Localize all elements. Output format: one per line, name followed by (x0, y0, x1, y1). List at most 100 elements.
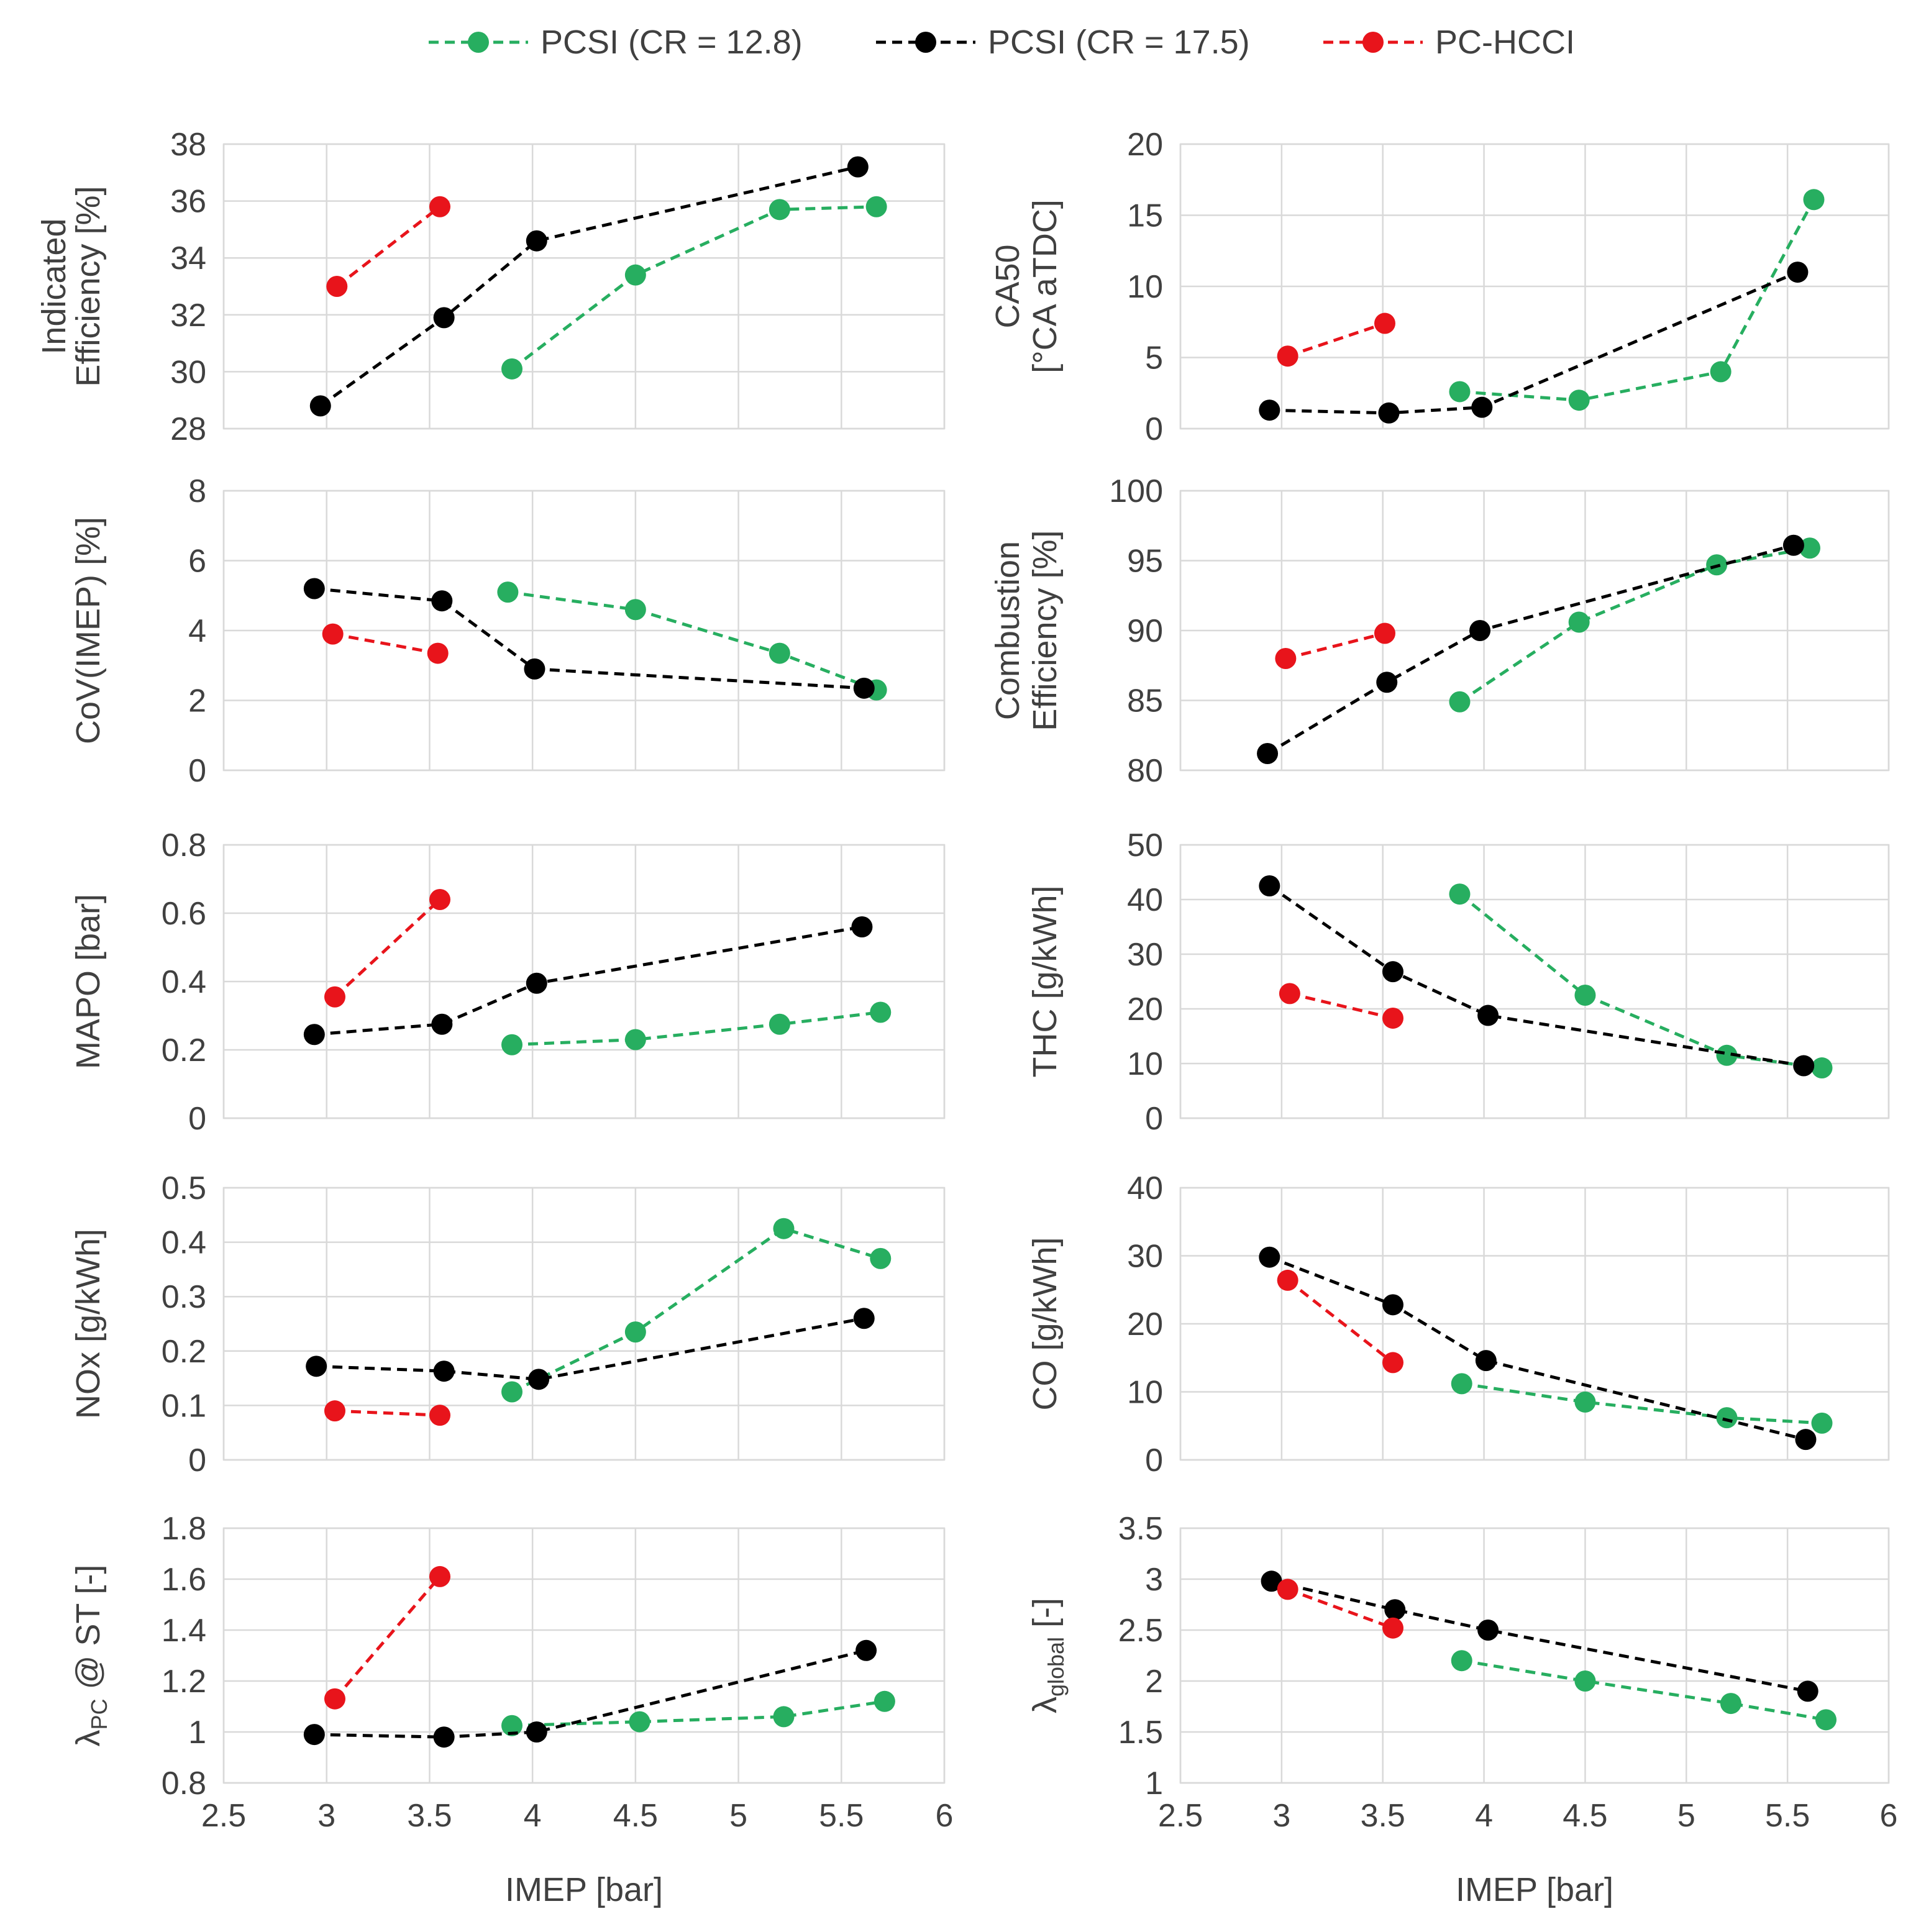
data-point (306, 1356, 327, 1377)
data-point (1451, 1373, 1472, 1395)
chart-panel-row2-left: 0 2 4 6 8 CoV(IMEP) [%] (70, 473, 946, 789)
data-point (1449, 883, 1471, 905)
y-tick-label: 3 (1145, 1562, 1163, 1598)
series-line (314, 1649, 867, 1739)
y-tick-label: 80 (1127, 753, 1163, 789)
data-point (847, 156, 869, 178)
x-tick-label: 4.5 (613, 1798, 658, 1834)
data-point (1275, 648, 1297, 669)
series-line (1461, 1659, 1827, 1721)
data-point (865, 196, 887, 217)
series-line (1271, 1579, 1809, 1693)
y-tick-label: 0 (188, 1442, 206, 1479)
y-tick-label: 85 (1127, 683, 1163, 719)
data-point (853, 1308, 875, 1329)
data-point (624, 1321, 646, 1343)
data-point (773, 1706, 795, 1728)
data-point (427, 642, 449, 664)
series-line (1459, 199, 1815, 402)
y-tick-label: 0.6 (162, 896, 206, 932)
series-line (1266, 544, 1794, 755)
data-point (1277, 1579, 1298, 1600)
series-line (316, 1316, 865, 1381)
data-point (526, 1721, 547, 1743)
series-pcsi-cr-12-8 (501, 196, 887, 380)
data-point (773, 1218, 795, 1239)
series-line (314, 587, 864, 690)
data-point (1574, 1670, 1596, 1692)
chart-panel-row3-right: 0 10 20 30 40 50 THC [g/kWh] (1026, 827, 1890, 1137)
data-point (1277, 345, 1298, 367)
data-point (1799, 537, 1820, 559)
y-axis-label: Efficiency [%] (70, 186, 107, 386)
x-axis-label: IMEP [bar] (505, 1871, 663, 1908)
series-line (1289, 991, 1394, 1020)
series-line (1268, 884, 1804, 1067)
data-point (1797, 1680, 1818, 1702)
data-point (870, 1001, 892, 1023)
series-pc-hcci (324, 889, 450, 1008)
y-axis-label: CA50 (989, 244, 1026, 328)
data-point (309, 395, 331, 417)
series-pcsi-cr-17-5 (306, 1308, 875, 1390)
gridlines (222, 844, 946, 1119)
data-point (1382, 1007, 1403, 1029)
y-tick-label: 10 (1127, 269, 1163, 305)
data-point (1811, 1057, 1833, 1079)
x-tick-label: 6 (1880, 1798, 1898, 1834)
data-point (1574, 1391, 1596, 1413)
y-tick-label: 50 (1127, 827, 1163, 863)
x-tick-label: 3.5 (1361, 1798, 1405, 1834)
series-line (511, 1700, 885, 1728)
series-pcsi-cr-17-5 (303, 916, 873, 1046)
data-point (1477, 1005, 1499, 1026)
data-point (1568, 390, 1590, 411)
gridlines (1179, 1527, 1890, 1784)
series-line (334, 1575, 441, 1700)
chart-panel-row3-left: 0 0.2 0.4 0.6 0.8 MAPO [bar] (70, 827, 946, 1137)
data-point (1259, 399, 1280, 421)
plot-area (222, 1187, 946, 1461)
data-point (1811, 1412, 1833, 1434)
x-tick-label: 5 (729, 1798, 747, 1834)
data-point (1451, 1650, 1472, 1672)
series-pcsi-cr-17-5 (309, 156, 869, 417)
series-pcsi-cr-12-8 (497, 581, 887, 701)
y-tick-label: 28 (170, 411, 206, 447)
data-point (1378, 402, 1400, 424)
y-tick-label: 0.8 (162, 827, 206, 863)
y-tick-label: 0.5 (162, 1170, 206, 1206)
data-point (1815, 1709, 1837, 1731)
x-tick-label: 6 (936, 1798, 954, 1834)
y-tick-label: 8 (188, 473, 206, 509)
x-axis-label: IMEP [bar] (1456, 1871, 1613, 1908)
series-pcsi-cr-12-8 (501, 1218, 892, 1403)
data-point (322, 623, 344, 645)
data-point (1374, 622, 1395, 644)
y-tick-label: 100 (1109, 473, 1163, 509)
y-tick-label: 2.5 (1118, 1613, 1163, 1649)
y-tick-label: 95 (1127, 544, 1163, 580)
y-tick-label: 20 (1127, 1306, 1163, 1342)
series-pc-hcci (1279, 983, 1403, 1029)
data-point (1710, 361, 1732, 383)
series-line (1287, 1588, 1394, 1630)
series-pcsi-cr-12-8 (1449, 883, 1833, 1079)
legend-label: PC-HCCI (1435, 24, 1575, 61)
y-tick-label: 0.2 (162, 1334, 206, 1370)
plot-area (1179, 490, 1890, 772)
gridlines (1179, 844, 1890, 1119)
data-point (1384, 1599, 1406, 1621)
x-tick-label: 4 (1475, 1798, 1493, 1834)
plot-area (222, 844, 946, 1119)
data-point (1374, 312, 1395, 334)
y-tick-label: 40 (1127, 1170, 1163, 1206)
y-tick-label: 3.5 (1118, 1511, 1163, 1547)
plot-area (222, 490, 946, 772)
data-point (853, 677, 875, 699)
data-point (431, 590, 453, 612)
data-point (874, 1690, 895, 1712)
series-pcsi-cr-12-8 (1451, 1373, 1833, 1434)
chart-panel-bottom-left: 0.8 1 1.2 1.4 1.6 1.8 2.5 3 3.5 4 4.5 5 5.5 6 λPC @ ST… (70, 1511, 953, 1908)
data-point (526, 972, 547, 994)
